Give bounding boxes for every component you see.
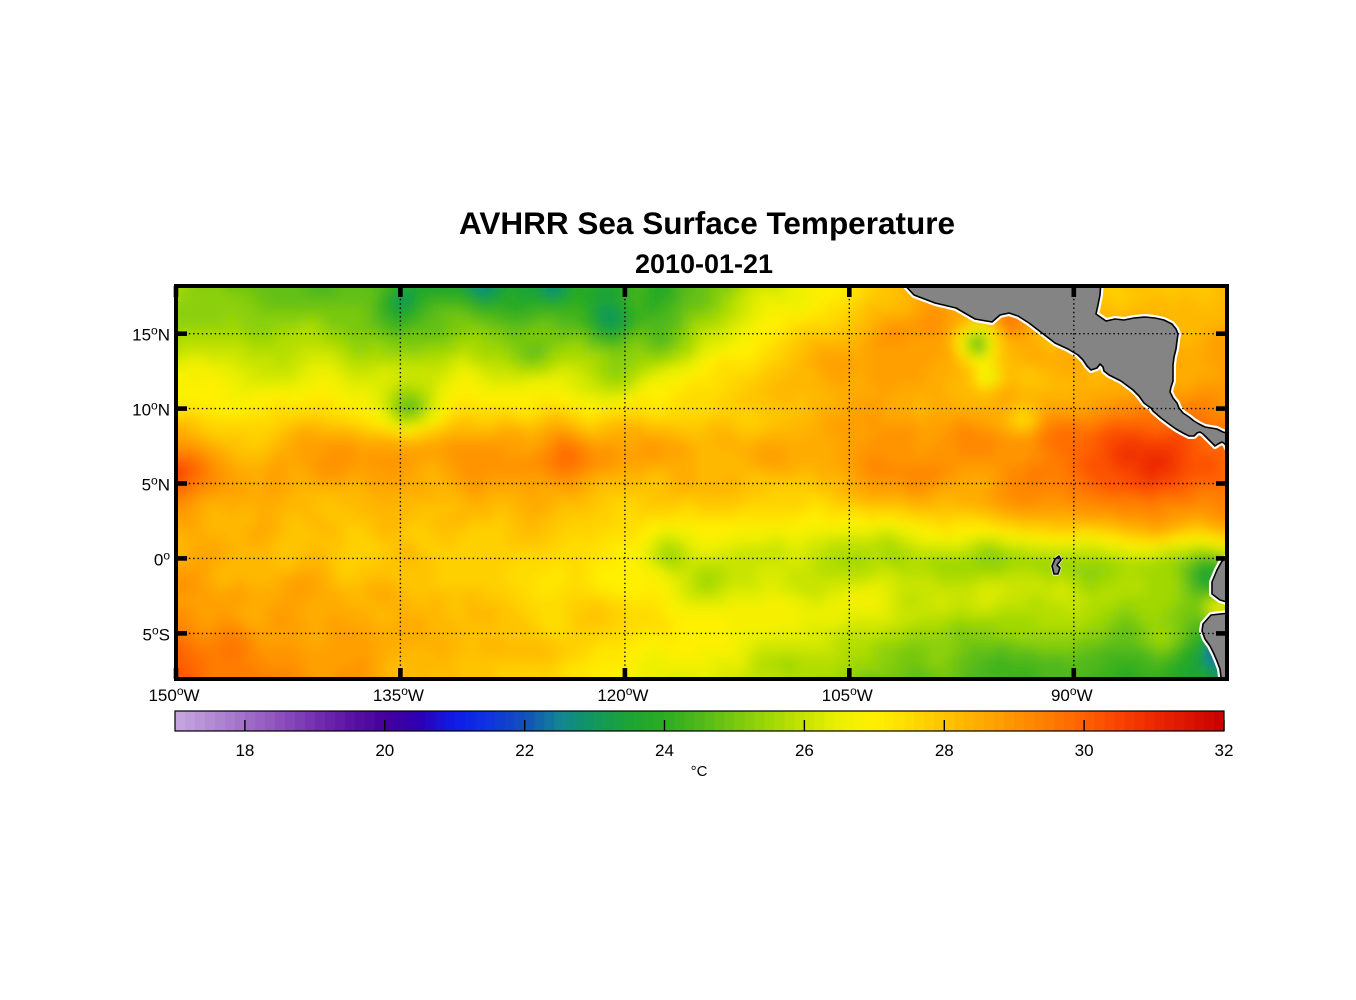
svg-text:22: 22: [515, 741, 534, 760]
svg-text:30: 30: [1075, 741, 1094, 760]
svg-text:28: 28: [935, 741, 954, 760]
svg-text:26: 26: [795, 741, 814, 760]
svg-text:18: 18: [235, 741, 254, 760]
svg-text:°C: °C: [691, 763, 708, 780]
svg-text:32: 32: [1215, 741, 1234, 760]
svg-text:150oW: 150oW: [148, 684, 199, 705]
svg-text:105oW: 105oW: [822, 684, 873, 705]
svg-text:120oW: 120oW: [597, 684, 648, 705]
svg-text:5oS: 5oS: [143, 623, 171, 644]
svg-text:5oN: 5oN: [142, 474, 170, 495]
svg-text:15oN: 15oN: [132, 324, 170, 345]
svg-text:2010-01-21: 2010-01-21: [635, 249, 773, 279]
svg-text:90oW: 90oW: [1051, 684, 1093, 705]
svg-text:AVHRR Sea Surface Temperature: AVHRR Sea Surface Temperature: [459, 205, 955, 241]
svg-text:135oW: 135oW: [373, 684, 424, 705]
svg-text:20: 20: [375, 741, 394, 760]
svg-text:10oN: 10oN: [132, 399, 170, 420]
svg-text:24: 24: [655, 741, 674, 760]
